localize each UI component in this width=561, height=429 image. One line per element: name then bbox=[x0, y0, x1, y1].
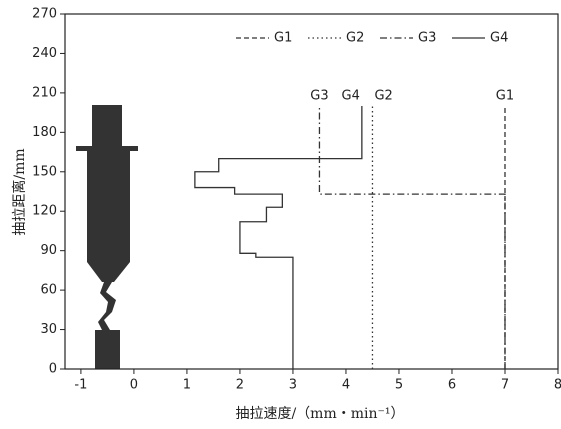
y-tick-label: 120 bbox=[32, 204, 57, 219]
x-axis-title: 抽拉速度/（mm・min⁻¹） bbox=[235, 406, 404, 422]
chart: 抽拉速度/（mm・min⁻¹） 抽拉距离/mm -1 0 1 2 3 4 5 6 7 8 0 30 60… bbox=[0, 0, 561, 429]
x-tick-label: 2 bbox=[236, 378, 244, 393]
y-tick-label: 240 bbox=[32, 46, 57, 61]
x-tick-label: 7 bbox=[501, 378, 509, 393]
y-tick-label: 210 bbox=[32, 85, 57, 100]
series-annotation: G2 bbox=[374, 89, 392, 104]
legend-label: G4 bbox=[490, 31, 508, 46]
x-tick-label: 6 bbox=[448, 378, 456, 393]
y-tick-label: 180 bbox=[32, 125, 57, 140]
x-tick-label: 3 bbox=[289, 378, 297, 393]
y-tick-label: 150 bbox=[32, 164, 57, 179]
plot-frame bbox=[65, 14, 558, 369]
y-tick-label: 30 bbox=[40, 322, 57, 337]
x-tick-label: 4 bbox=[342, 378, 350, 393]
x-tick-label: -1 bbox=[74, 378, 87, 393]
legend-label: G2 bbox=[346, 31, 364, 46]
sample-silhouette bbox=[76, 105, 138, 369]
y-tick-label: 60 bbox=[40, 283, 57, 298]
y-tick-label: 90 bbox=[40, 243, 57, 258]
series-annotation: G1 bbox=[496, 89, 514, 104]
series-line bbox=[319, 106, 505, 369]
x-tick-label: 1 bbox=[183, 378, 191, 393]
legend-label: G3 bbox=[418, 31, 436, 46]
x-tick-label: 0 bbox=[130, 378, 138, 393]
y-axis-title: 抽拉距离/mm bbox=[11, 148, 28, 235]
series-line bbox=[195, 106, 362, 369]
legend-label: G1 bbox=[274, 31, 292, 46]
x-tick-label: 5 bbox=[395, 378, 403, 393]
y-tick-label: 270 bbox=[32, 7, 57, 22]
x-tick-label: 8 bbox=[554, 378, 561, 393]
y-tick-label: 0 bbox=[49, 362, 57, 377]
series-annotation: G3 bbox=[310, 89, 328, 104]
series-annotation: G4 bbox=[342, 89, 360, 104]
